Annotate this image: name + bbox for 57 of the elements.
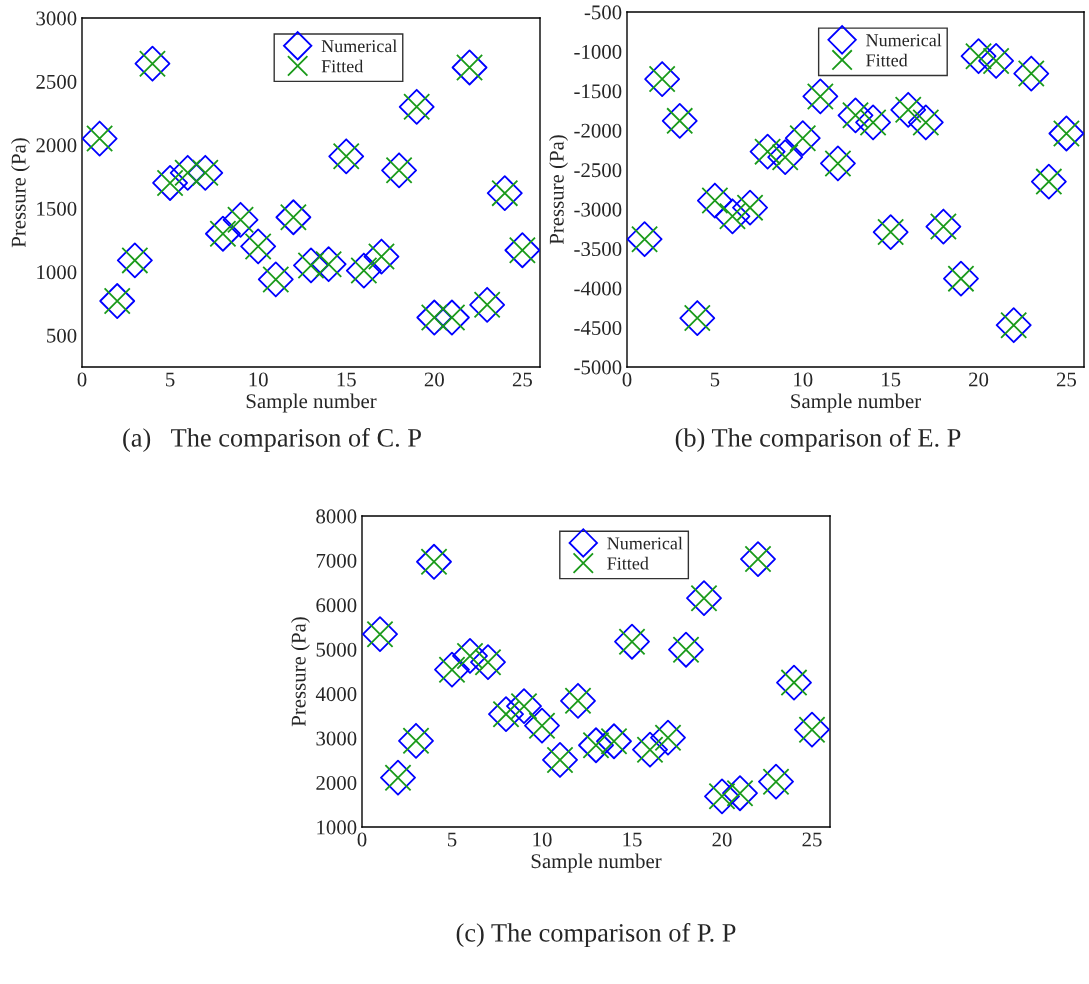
text: (b) The comparison of E. P [675, 427, 961, 453]
legend-label: Fitted [321, 59, 364, 73]
x-tick-label: 5 [448, 832, 457, 847]
text: (a) The comparison of C. P [123, 427, 421, 453]
legend-label: Numerical [866, 33, 942, 47]
x-tick-label: 20 [969, 372, 989, 387]
y-tick-label: 1000 [37, 265, 77, 280]
y-tick-label: 1500 [37, 201, 77, 216]
y-tick-label: -2500 [574, 163, 622, 178]
x-axis-title: Sample number [531, 853, 662, 873]
legend-label: Fitted [866, 53, 908, 67]
y-axis-title: Pressure (Pa) [11, 138, 30, 248]
x-tick-label: 25 [1056, 372, 1077, 387]
y-tick-label: 500 [47, 328, 77, 343]
x-tick-label: 0 [77, 372, 87, 387]
x-tick-label: 20 [424, 372, 444, 387]
y-tick-label: -1500 [574, 84, 622, 99]
y-axis-title: Pressure (Pa) [291, 617, 310, 727]
y-tick-label: -500 [584, 5, 622, 20]
legend-label: Fitted [607, 556, 649, 570]
x-axis-title: Sample number [791, 393, 921, 413]
y-tick-label: 1000 [317, 820, 357, 835]
x-tick-label: 20 [712, 832, 732, 847]
legend-label: Numerical [321, 39, 397, 53]
y-tick-label: 7000 [316, 553, 357, 568]
x-tick-label: 0 [622, 372, 632, 387]
legend-label: Numerical [607, 536, 683, 550]
x-tick-label: 5 [710, 372, 720, 387]
y-tick-label: 5000 [316, 642, 357, 657]
y-tick-label: 6000 [316, 598, 357, 613]
x-axis-title: Sample number [246, 393, 377, 413]
y-tick-label: 2500 [36, 74, 77, 89]
y-tick-label: -4500 [574, 320, 622, 335]
x-tick-label: 10 [533, 832, 552, 847]
y-tick-label: -2000 [574, 123, 622, 138]
x-tick-label: 25 [512, 372, 532, 387]
y-tick-label: -5000 [574, 360, 622, 375]
y-tick-label: -3500 [574, 242, 622, 257]
y-tick-label: 4000 [315, 687, 357, 702]
x-tick-label: 15 [623, 832, 642, 847]
y-tick-label: 3000 [36, 11, 77, 26]
y-tick-label: -4000 [574, 281, 622, 296]
y-tick-label: 2000 [316, 775, 357, 790]
y-axis-title: Pressure (Pa) [549, 135, 568, 245]
y-tick-label: 3000 [316, 731, 357, 746]
x-tick-label: 0 [357, 832, 367, 847]
y-tick-label: 8000 [316, 509, 357, 524]
y-tick-label: 2000 [36, 138, 77, 153]
x-tick-label: 5 [166, 372, 175, 387]
x-tick-label: 25 [802, 832, 822, 847]
x-tick-label: 10 [249, 372, 268, 387]
y-tick-label: -3000 [574, 202, 622, 217]
x-tick-label: 15 [337, 372, 356, 387]
x-tick-label: 15 [882, 372, 901, 387]
text: (c) The comparison of P. P [456, 922, 736, 948]
x-tick-label: 10 [794, 372, 813, 387]
y-tick-label: -1000 [574, 44, 622, 59]
